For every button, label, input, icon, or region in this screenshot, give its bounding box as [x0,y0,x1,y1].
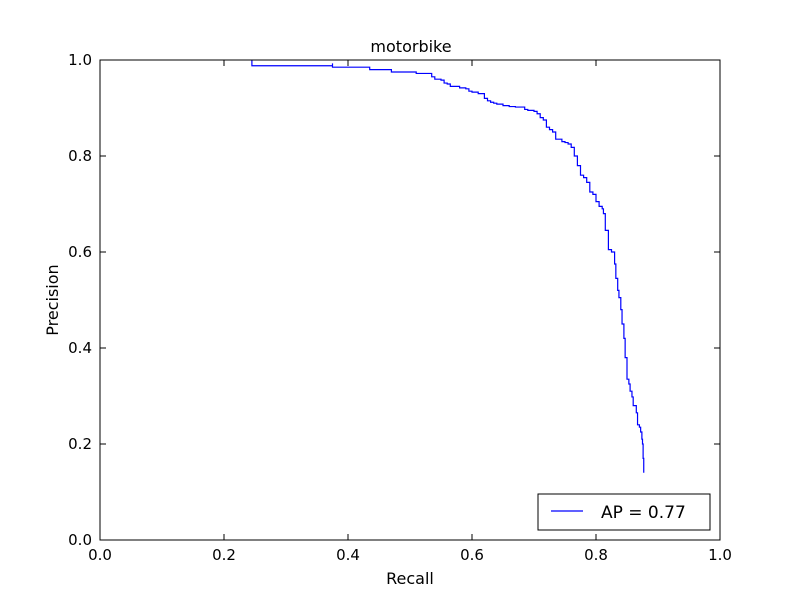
x-tick-label: 0.6 [460,546,484,564]
chart-title: motorbike [370,37,451,56]
x-tick-label: 0.4 [336,546,360,564]
x-axis-label: Recall [386,569,434,588]
y-tick-label: 0.2 [68,435,92,453]
legend-label: AP = 0.77 [601,503,686,523]
y-tick-label: 0.4 [68,339,92,357]
y-tick-label: 0.6 [68,243,92,261]
x-tick-label: 0.0 [88,546,112,564]
plot-frame [99,59,721,541]
series-line-0 [251,60,645,473]
y-tick-label: 0.0 [68,531,92,549]
x-tick-label: 1.0 [708,546,732,564]
x-tick-label: 0.2 [212,546,236,564]
x-tick-label: 0.8 [584,546,608,564]
plot-area [100,60,720,540]
legend-box [537,493,711,531]
series-layer [251,60,645,473]
y-tick-label: 0.8 [68,147,92,165]
axis-tick-labels: 0.0 0.2 0.4 0.6 0.8 1.0 0.0 0.2 0.4 0.6 0.8 1.0 [68,51,732,564]
y-axis-label: Precision [43,264,62,335]
legend: AP = 0.77 [537,493,711,531]
y-tick-label: 1.0 [68,51,92,69]
